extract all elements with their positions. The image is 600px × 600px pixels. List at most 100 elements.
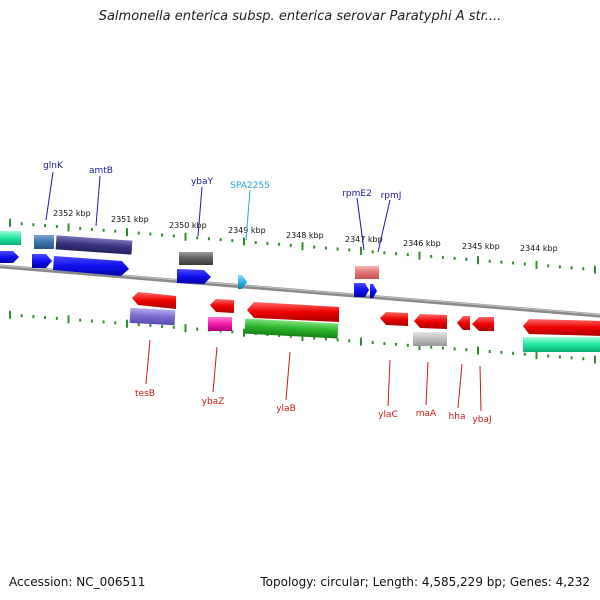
ruler-minor-tick xyxy=(582,357,585,361)
gene-label-maA[interactable]: maA xyxy=(416,409,437,419)
ruler-minor-tick xyxy=(278,333,281,337)
ruler-minor-tick xyxy=(453,256,456,260)
leader-line xyxy=(245,189,251,241)
gene-label-ybaJ[interactable]: ybaJ xyxy=(472,415,491,425)
gene-label-ybaY[interactable]: ybaY xyxy=(191,177,214,187)
ruler-minor-tick xyxy=(348,339,351,343)
leader-line xyxy=(285,351,291,401)
genome-backbone xyxy=(0,264,600,318)
gene-arrow[interactable] xyxy=(457,316,470,330)
ruler-major-tick xyxy=(67,315,70,324)
gene-arrow[interactable] xyxy=(247,302,339,322)
ruler-minor-tick xyxy=(430,255,433,258)
feature-block[interactable] xyxy=(413,332,447,346)
gene-arrow[interactable] xyxy=(210,299,234,313)
ruler-major-tick xyxy=(126,228,128,237)
ruler-minor-tick xyxy=(523,352,526,356)
gene-arrow[interactable] xyxy=(0,251,19,263)
ruler-minor-tick xyxy=(149,324,152,327)
leader-line xyxy=(95,175,101,227)
ruler-minor-tick xyxy=(336,247,339,251)
gene-label-ybaZ[interactable]: ybaZ xyxy=(202,397,225,407)
ruler-major-tick xyxy=(594,265,596,274)
kbp-label: 2348 kbp xyxy=(286,231,324,240)
feature-block[interactable] xyxy=(0,231,21,245)
feature-block[interactable] xyxy=(34,235,54,249)
gene-arrow[interactable] xyxy=(177,269,211,284)
ruler-minor-tick xyxy=(324,246,327,250)
ruler-minor-tick xyxy=(313,336,316,340)
feature-block[interactable] xyxy=(55,235,133,255)
ruler-minor-tick xyxy=(161,233,164,237)
gene-arrow[interactable] xyxy=(370,284,377,298)
map-title: Salmonella enterica subsp. enterica sero… xyxy=(98,9,502,24)
ruler-minor-tick xyxy=(231,239,234,243)
kbp-label: 2345 kbp xyxy=(462,242,500,251)
ruler-major-tick xyxy=(126,319,128,328)
ruler-major-tick xyxy=(360,337,362,346)
ruler-minor-tick xyxy=(196,236,199,240)
ruler-minor-tick xyxy=(547,354,550,358)
kbp-label: 2351 kbp xyxy=(111,215,149,224)
leader-line xyxy=(425,361,429,406)
leader-line xyxy=(457,363,463,409)
ruler-minor-tick xyxy=(582,267,585,271)
ruler-minor-tick xyxy=(137,323,140,327)
ruler-minor-tick xyxy=(441,255,444,259)
ruler-major-tick xyxy=(184,232,187,241)
ruler-minor-tick xyxy=(172,234,175,238)
gene-arrow[interactable] xyxy=(238,275,247,289)
ruler-minor-tick xyxy=(254,241,257,244)
gene-label-hha[interactable]: hha xyxy=(449,412,466,422)
gene-arrow[interactable] xyxy=(32,254,52,268)
ruler-major-tick xyxy=(418,342,421,351)
leader-line xyxy=(387,359,391,407)
leader-line xyxy=(145,339,151,385)
gene-arrow[interactable] xyxy=(380,312,408,326)
gene-label-SPA2255[interactable]: SPA2255 xyxy=(230,181,270,191)
gene-arrow[interactable] xyxy=(53,256,129,276)
ruler-minor-tick xyxy=(196,327,199,331)
ruler-major-tick xyxy=(9,218,11,227)
ruler-major-tick xyxy=(301,333,304,342)
ruler-minor-tick xyxy=(441,346,444,350)
gene-label-ylaB[interactable]: ylaB xyxy=(276,404,296,414)
ruler-minor-tick xyxy=(90,227,93,231)
feature-block[interactable] xyxy=(129,307,176,326)
gene-label-glnK[interactable]: glnK xyxy=(43,161,64,171)
ruler-minor-tick xyxy=(102,228,105,232)
ruler-bottom xyxy=(9,310,596,364)
gene-label-amtB[interactable]: amtB xyxy=(89,166,113,176)
gene-label-rpmJ[interactable]: rpmJ xyxy=(381,191,402,201)
gene-label-ylaC[interactable]: ylaC xyxy=(378,410,398,420)
feature-block[interactable] xyxy=(355,266,379,279)
ruler-major-tick xyxy=(594,355,596,364)
gene-label-rpmE2[interactable]: rpmE2 xyxy=(342,189,372,199)
feature-block[interactable] xyxy=(523,337,600,352)
ruler-minor-tick xyxy=(55,225,58,228)
leader-line xyxy=(212,346,218,393)
ruler-minor-tick xyxy=(79,226,82,230)
ruler-minor-tick xyxy=(395,252,398,256)
gene-label-tesB[interactable]: tesB xyxy=(135,389,155,399)
ruler-minor-tick xyxy=(289,243,292,247)
ruler-minor-tick xyxy=(90,319,93,323)
gene-arrow[interactable] xyxy=(414,314,447,329)
ruler-minor-tick xyxy=(324,337,327,341)
genome-summary: Topology: circular; Length: 4,585,229 bp… xyxy=(260,575,590,589)
ruler-minor-tick xyxy=(406,253,409,257)
ruler-minor-tick xyxy=(523,262,526,266)
ruler-minor-tick xyxy=(55,316,58,320)
ruler-minor-tick xyxy=(488,259,491,263)
gene-arrow[interactable] xyxy=(523,319,600,336)
ruler-minor-tick xyxy=(219,238,222,242)
gene-arrow[interactable] xyxy=(472,317,494,331)
ruler-minor-tick xyxy=(406,343,409,347)
ruler-minor-tick xyxy=(547,264,550,268)
feature-block[interactable] xyxy=(179,252,213,265)
gene-arrow[interactable] xyxy=(132,292,176,309)
feature-block[interactable] xyxy=(244,318,339,339)
feature-block[interactable] xyxy=(208,317,232,331)
gene-arrow[interactable] xyxy=(354,283,369,297)
